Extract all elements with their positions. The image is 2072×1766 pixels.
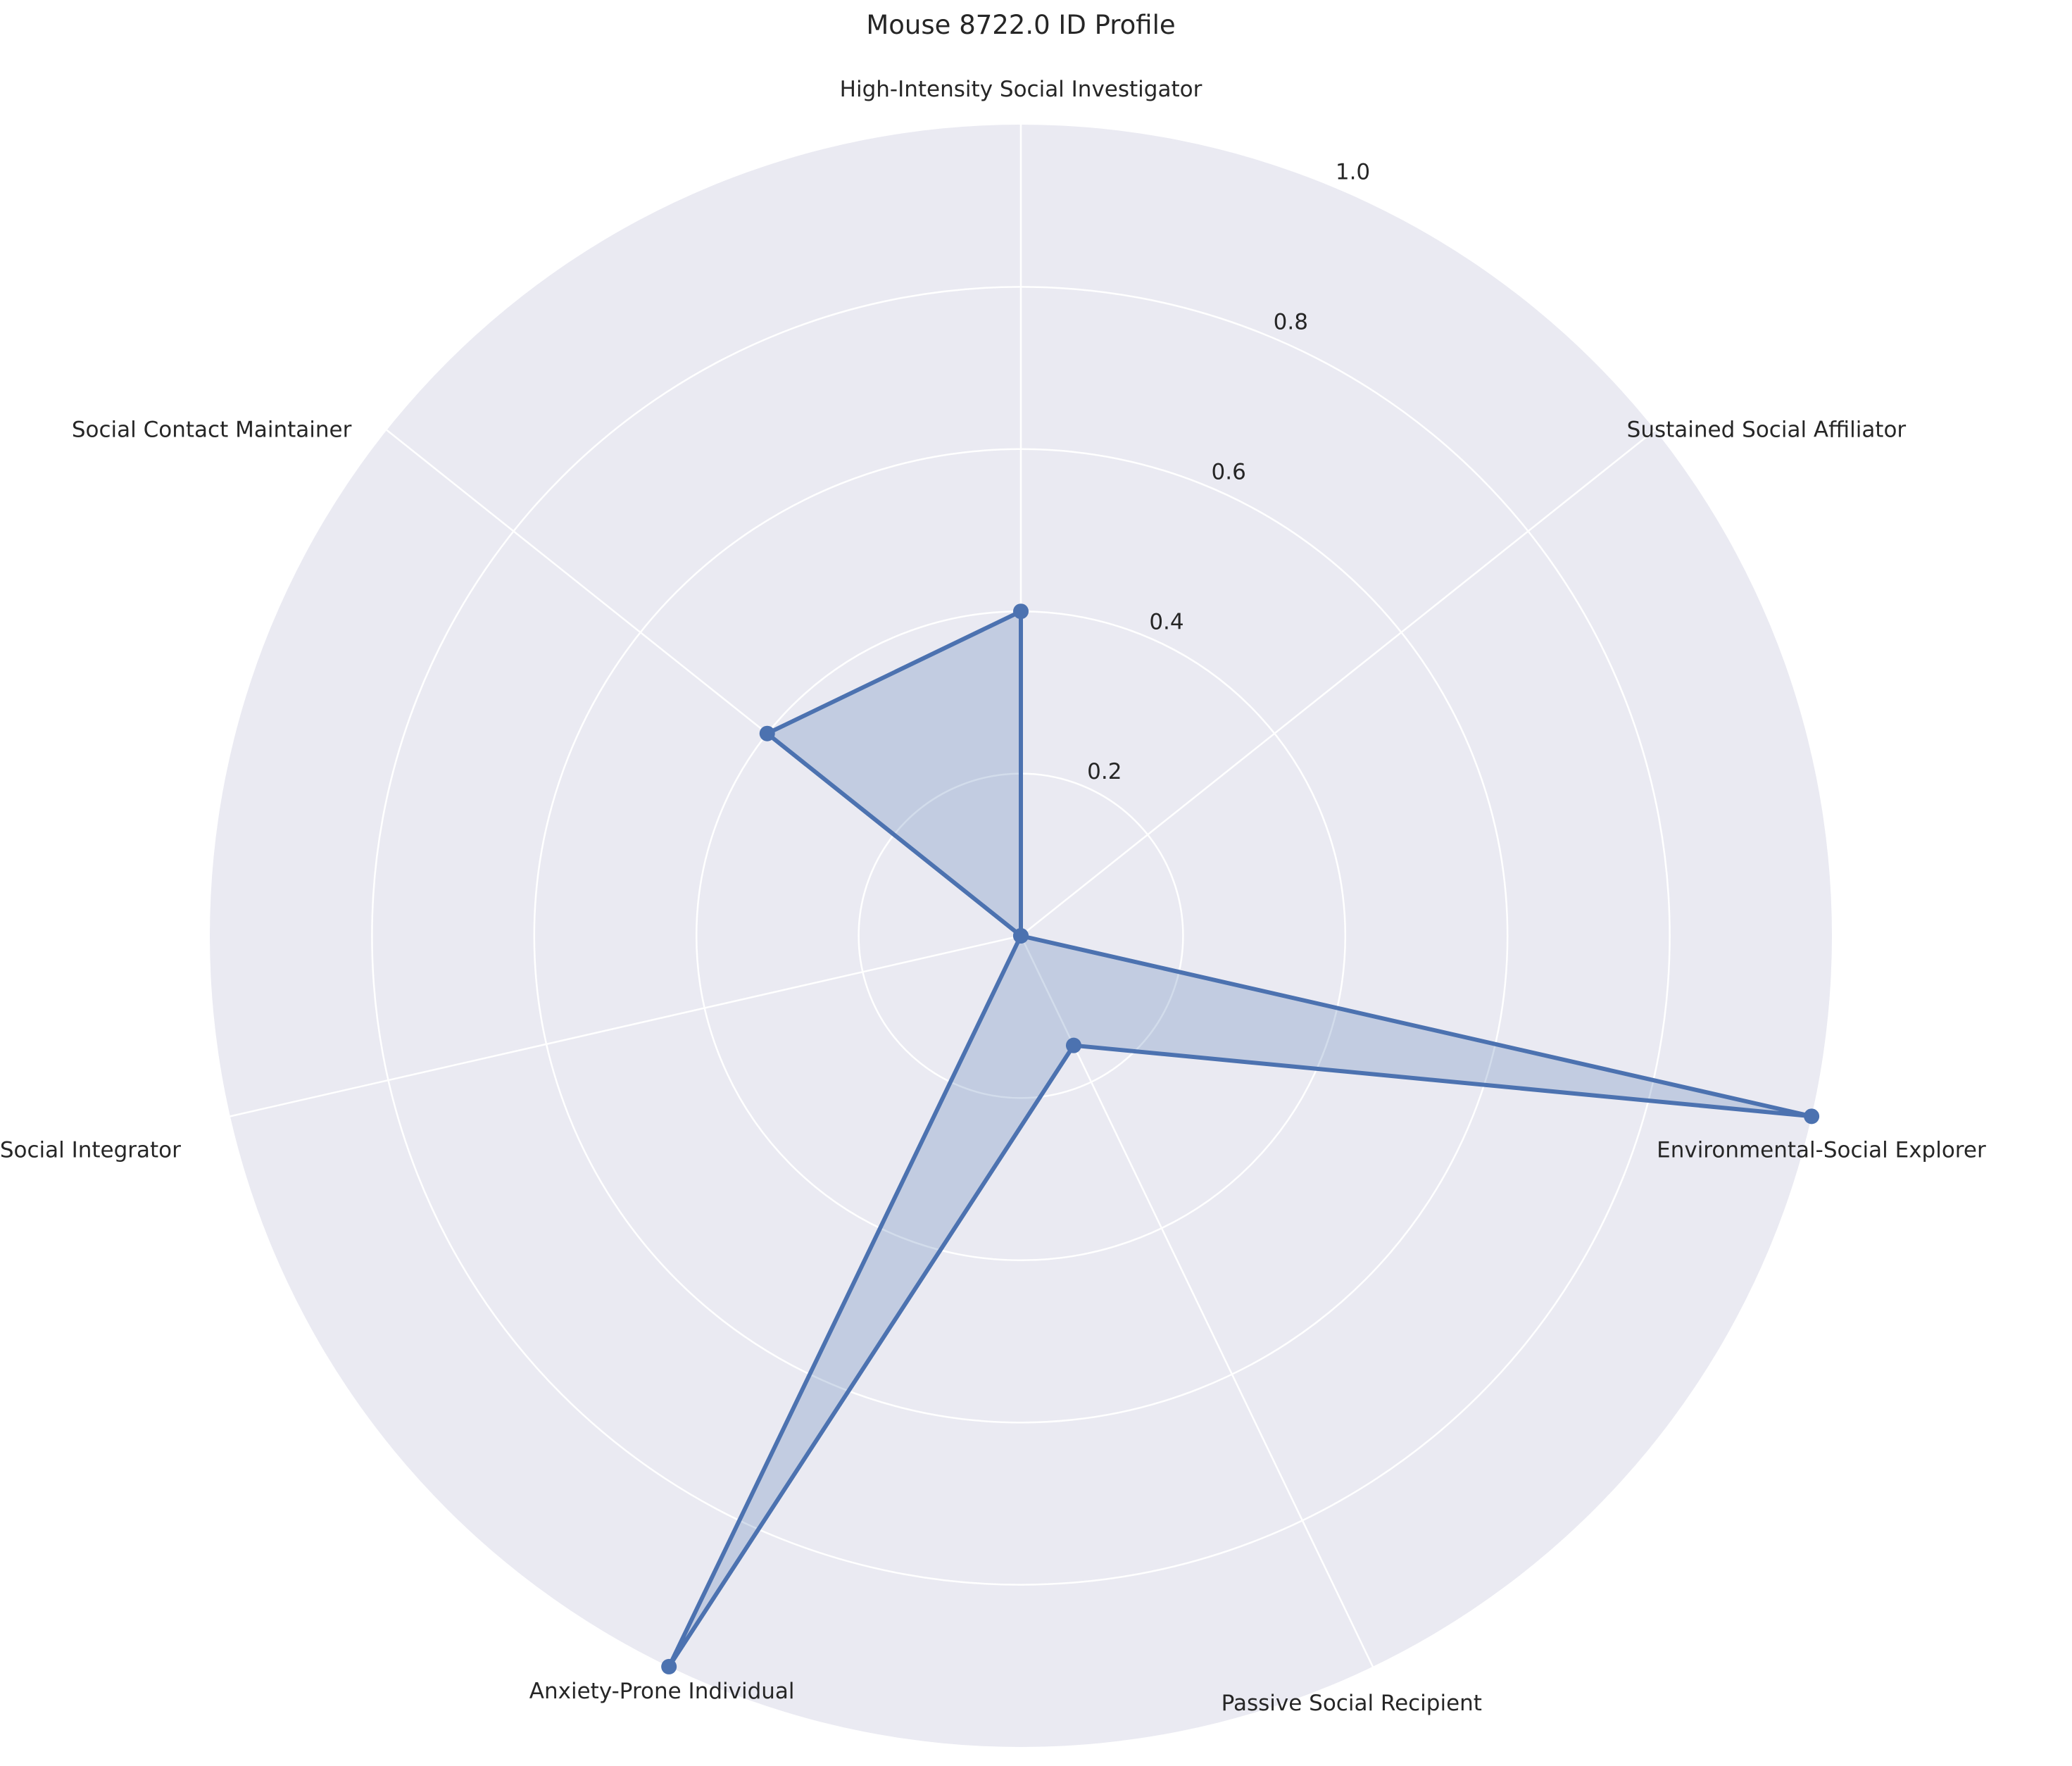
label-layer: 0.2 0.4 0.6 0.8 1.0 High-Intensity Social Inv…: [0, 77, 1986, 1716]
category-label: Passive Social Recipient: [1222, 1691, 1482, 1716]
spoke-line: [1019, 935, 1374, 1667]
radial-tick-label: 0.2: [1087, 759, 1122, 784]
spoke-line: [230, 934, 1022, 1117]
series-fill: [669, 611, 1812, 1667]
radial-tick-label: 1.0: [1336, 160, 1370, 185]
data-point: [1804, 1108, 1820, 1125]
data-point: [759, 725, 775, 741]
radial-tick-label: 0.8: [1274, 310, 1308, 335]
category-label: Environmental-Social Explorer: [1657, 1137, 1986, 1163]
category-label: Anxiety-Prone Individual: [529, 1679, 795, 1704]
data-point: [1013, 928, 1029, 944]
series-line: [667, 609, 1814, 1669]
grid-ring: [533, 448, 1509, 1424]
category-label: Sustained Social Affiliator: [1627, 418, 1907, 443]
grid-ring: [371, 286, 1671, 1586]
chart-title: Mouse 8722.0 ID Profile: [866, 10, 1176, 40]
category-label: Social Contact Maintainer: [72, 418, 352, 443]
category-label: Dynamic Social Integrator: [0, 1137, 181, 1163]
radial-tick-label: 0.4: [1149, 609, 1183, 634]
spoke-line: [1020, 429, 1656, 937]
data-point: [661, 1658, 677, 1674]
series-layer: [661, 603, 1820, 1674]
radial-tick-label: 0.6: [1212, 459, 1246, 484]
data-point: [1013, 603, 1029, 620]
category-label: High-Intensity Social Investigator: [840, 77, 1203, 102]
data-point: [1065, 1037, 1081, 1053]
